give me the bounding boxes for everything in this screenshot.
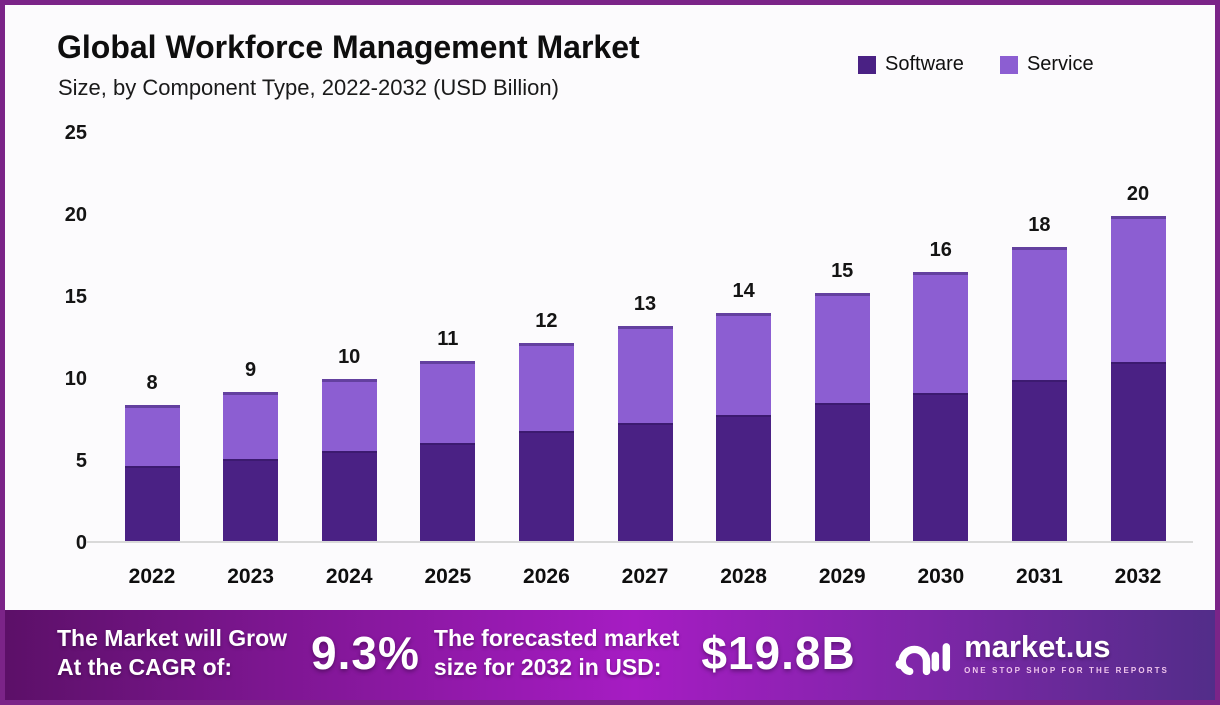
y-tick-label-15: 15 [64, 286, 87, 308]
bar-value-label-2023: 9 [245, 358, 257, 381]
forecast-label-line1: The forecasted market [433, 624, 680, 651]
bar-value-label-2024: 10 [338, 345, 361, 368]
cagr-value: 9.3% [311, 627, 420, 679]
logo-wordmark: market.us [964, 629, 1111, 664]
legend-swatch-service-icon [999, 55, 1018, 74]
bar-segment-software-2025 [420, 442, 476, 541]
bar-segment-software-2029 [814, 403, 870, 541]
bar-value-label-2028: 14 [732, 280, 755, 303]
logo-tagline: ONE STOP SHOP FOR THE REPORTS [964, 666, 1169, 675]
bar-segment-software-2022 [124, 465, 180, 541]
x-tick-label-2031: 2031 [1016, 565, 1063, 588]
bar-segment-service-2025 [420, 360, 476, 443]
legend-label-service: Service [1026, 53, 1094, 75]
bar-value-label-2030: 16 [929, 239, 952, 262]
cagr-banner: The Market will Grow At the CAGR of: 9.3… [5, 610, 1215, 700]
x-tick-label-2028: 2028 [720, 565, 767, 588]
bar-segment-service-2030 [913, 272, 969, 394]
bar-2022: 8 [124, 372, 180, 541]
bar-segment-service-2026 [518, 342, 574, 432]
bar-value-label-2032: 20 [1126, 183, 1150, 206]
cagr-label: The Market will Grow At the CAGR of: [57, 624, 287, 683]
y-tick-label-20: 20 [64, 204, 87, 226]
x-tick-label-2030: 2030 [917, 565, 965, 588]
x-tick-label-2023: 2023 [227, 565, 274, 588]
bar-segment-service-2023 [223, 391, 279, 459]
bar-2023: 9 [223, 359, 279, 541]
bar-segment-software-2031 [1011, 380, 1067, 541]
bar-2025: 11 [420, 328, 476, 541]
bar-segment-software-2030 [913, 393, 969, 541]
forecast-label: The forecasted market size for 2032 in U… [434, 624, 679, 683]
bar-value-label-2026: 12 [535, 309, 558, 332]
y-tick-label-25: 25 [64, 122, 87, 144]
x-tick-label-2024: 2024 [325, 565, 373, 588]
legend: Software Service [858, 53, 1094, 76]
x-tick-label-2027: 2027 [621, 565, 669, 588]
chart-subtitle: Size, by Component Type, 2022-2032 (USD … [58, 75, 559, 100]
bar-2029: 15 [814, 260, 870, 541]
bar-2030: 16 [913, 239, 969, 541]
market-us-logo-icon [894, 625, 952, 682]
cagr-label-line1: The Market will Grow [57, 624, 288, 651]
bar-segment-software-2028 [716, 414, 772, 541]
x-tick-label-2026: 2026 [523, 565, 570, 588]
bar-segment-software-2027 [617, 422, 673, 541]
bar-segment-service-2028 [716, 313, 772, 415]
y-tick-label-0: 0 [75, 532, 87, 554]
bar-value-label-2029: 15 [831, 260, 854, 283]
forecast-value: $19.8B [701, 627, 856, 679]
bar-segment-software-2032 [1110, 362, 1166, 541]
bar-2032: 20 [1110, 183, 1166, 541]
y-axis: 0 5 10 15 20 25 [29, 122, 87, 554]
bar-segment-software-2023 [223, 459, 279, 541]
x-tick-label-2029: 2029 [818, 565, 866, 588]
bar-value-label-2031: 18 [1028, 214, 1051, 237]
x-tick-label-2025: 2025 [424, 565, 472, 588]
bar-segment-service-2032 [1110, 216, 1166, 363]
bar-segment-service-2029 [814, 293, 870, 404]
bar-value-label-2025: 11 [437, 327, 459, 350]
legend-item-service: Service [999, 53, 1094, 76]
market-us-logo: market.us ONE STOP SHOP FOR THE REPORTS [894, 625, 1169, 682]
x-tick-label-2032: 2032 [1114, 565, 1162, 588]
bar-segment-service-2024 [321, 378, 377, 451]
bar-segment-service-2022 [124, 404, 180, 466]
bar-segment-software-2026 [518, 431, 574, 541]
x-axis-line [87, 541, 1193, 543]
y-tick-label-10: 10 [64, 368, 87, 390]
bar-value-label-2022: 8 [146, 371, 158, 394]
bar-2026: 12 [518, 310, 574, 541]
legend-label-software: Software [885, 53, 964, 75]
bar-2027: 13 [617, 293, 673, 541]
x-axis: 2022 2023 2024 2025 2026 2027 2028 2029 2030 2031… [95, 565, 1197, 597]
page-title: Global Workforce Management Market [57, 29, 640, 65]
bar-segment-software-2024 [321, 450, 377, 541]
legend-swatch-software-icon [858, 55, 876, 74]
bar-segment-service-2027 [617, 326, 673, 423]
legend-item-software: Software [858, 53, 964, 76]
bar-2028: 14 [716, 280, 772, 541]
x-tick-label-2022: 2022 [128, 565, 176, 588]
logo-text-column: market.us ONE STOP SHOP FOR THE REPORTS [964, 631, 1169, 675]
bar-segment-service-2031 [1011, 247, 1067, 381]
bar-2031: 18 [1011, 214, 1067, 541]
bar-2024: 10 [321, 346, 377, 541]
y-tick-label-5: 5 [75, 450, 87, 472]
cagr-label-line2: At the CAGR of: [57, 654, 233, 680]
bar-value-label-2027: 13 [633, 293, 657, 316]
plot-area: 8 9 10 11 12 13 14 15 16 18 20 [87, 133, 1197, 543]
forecast-label-line2: size for 2032 in USD: [433, 654, 662, 680]
